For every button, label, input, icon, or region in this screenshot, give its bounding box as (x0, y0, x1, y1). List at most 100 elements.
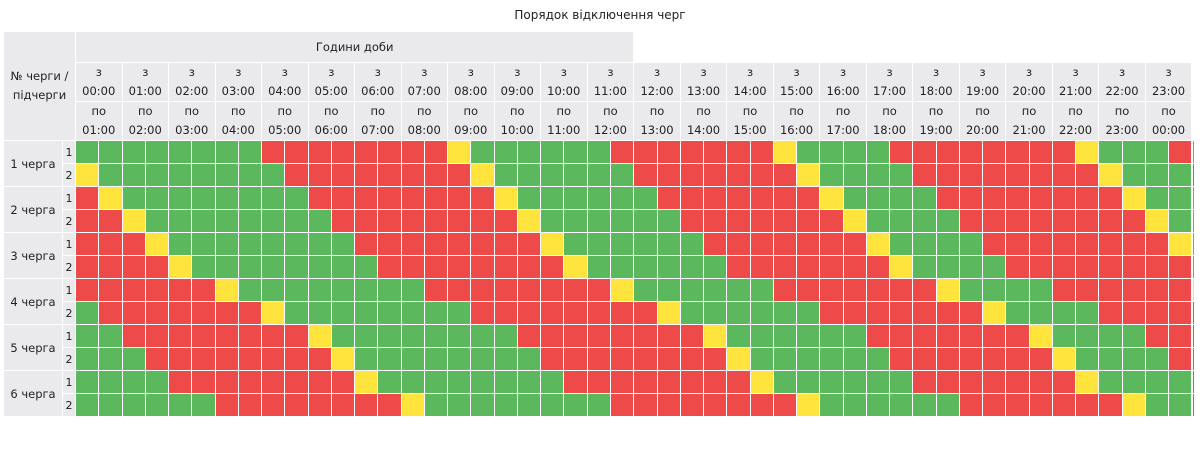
slot-off (656, 347, 681, 371)
to-time: 15:00 (733, 123, 767, 137)
hour-start-header: з 05:00 (307, 62, 355, 102)
from-time: 17:00 (872, 84, 907, 98)
slot-on (330, 301, 356, 325)
slot-on (260, 186, 286, 210)
hour-start-header: з 14:00 (726, 62, 774, 102)
hour-end-header: по 19:00 (912, 101, 960, 141)
slot-on (819, 163, 844, 187)
subqueue-label: 1 (62, 186, 76, 210)
table-row: 5 черга 1 (3, 324, 1198, 371)
slot-off (516, 232, 542, 256)
slot-off (1194, 186, 1198, 210)
slot-on (98, 140, 123, 164)
slot-on (1121, 347, 1146, 371)
slot-maybe (609, 278, 635, 302)
slot-off (889, 301, 914, 325)
slot-on (1005, 278, 1030, 302)
slot-on (377, 278, 402, 302)
slot-on (633, 232, 658, 256)
hour-end-header: по 14:00 (679, 101, 728, 141)
slot-off (958, 370, 984, 394)
slot-on (74, 370, 100, 394)
table-row: 2 (4, 393, 1198, 417)
hour-start-header: з 16:00 (819, 62, 867, 102)
slot-off (237, 324, 263, 348)
to-prefix: по (696, 104, 711, 118)
slot-off (726, 163, 751, 187)
slot-off (1098, 209, 1123, 233)
hour-start-header: з 03:00 (214, 62, 262, 102)
slot-on (74, 140, 100, 164)
slot-off (609, 301, 635, 325)
slot-off (865, 255, 891, 279)
from-prefix: з (793, 65, 800, 79)
slot-on (1051, 301, 1077, 325)
slot-on (74, 393, 100, 417)
slot-off (912, 140, 937, 164)
slot-off (1028, 209, 1053, 233)
slot-on (260, 163, 286, 187)
from-time: 21:00 (1058, 84, 1093, 98)
slot-on (563, 186, 588, 210)
to-time: 08:00 (407, 123, 441, 137)
slot-off (1051, 163, 1077, 187)
slot-off (144, 347, 170, 371)
slot-on (842, 186, 867, 210)
from-time: 00:00 (82, 84, 116, 98)
slot-on (330, 255, 356, 279)
slot-on (819, 140, 844, 164)
to-time: 07:00 (361, 123, 395, 137)
slot-on (842, 163, 867, 187)
slot-off (1121, 209, 1146, 233)
slot-on (237, 255, 263, 279)
to-time: 14:00 (686, 123, 721, 137)
slot-maybe (330, 347, 356, 371)
slot-on (1144, 186, 1170, 210)
slot-off (679, 393, 705, 417)
slot-on (98, 163, 123, 187)
slot-on (121, 393, 146, 417)
slot-on (656, 255, 681, 279)
slot-off (1168, 324, 1193, 348)
from-time: 08:00 (454, 84, 488, 98)
slot-off (446, 209, 472, 233)
slot-off (470, 301, 495, 325)
table-row: 2 черга 1 (3, 186, 1198, 233)
slot-on (1121, 370, 1146, 394)
from-prefix: з (1119, 65, 1126, 79)
slot-on (423, 324, 449, 348)
slot-off (493, 209, 518, 233)
slot-off (98, 209, 123, 233)
hour-start-header: з 19:00 (958, 62, 1007, 102)
slot-on (284, 232, 309, 256)
slot-off (1028, 232, 1053, 256)
slot-on (470, 370, 495, 394)
slot-off (446, 278, 472, 302)
slot-off (307, 186, 332, 210)
slot-off (679, 140, 705, 164)
slot-off (400, 186, 425, 210)
slot-on (400, 347, 425, 371)
slot-on (214, 140, 239, 164)
slot-off (1005, 393, 1030, 417)
slot-off (284, 163, 309, 187)
hour-end-header: по 23:00 (1098, 101, 1146, 141)
hour-end-header: по 10:00 (493, 101, 541, 141)
slot-off (516, 301, 542, 325)
slot-off (330, 186, 356, 210)
slot-maybe (1144, 209, 1170, 233)
slot-on (353, 301, 379, 325)
slot-on (1194, 232, 1198, 256)
slot-on (400, 370, 425, 394)
slot-on (842, 347, 867, 371)
slot-on (982, 255, 1007, 279)
slot-on (74, 347, 100, 371)
slot-on (167, 140, 193, 164)
slot-off (284, 347, 309, 371)
slot-maybe (772, 140, 798, 164)
slot-off (912, 347, 937, 371)
slot-off (539, 324, 565, 348)
slot-off (1075, 255, 1100, 279)
slot-on (796, 370, 821, 394)
slot-off (1075, 232, 1100, 256)
